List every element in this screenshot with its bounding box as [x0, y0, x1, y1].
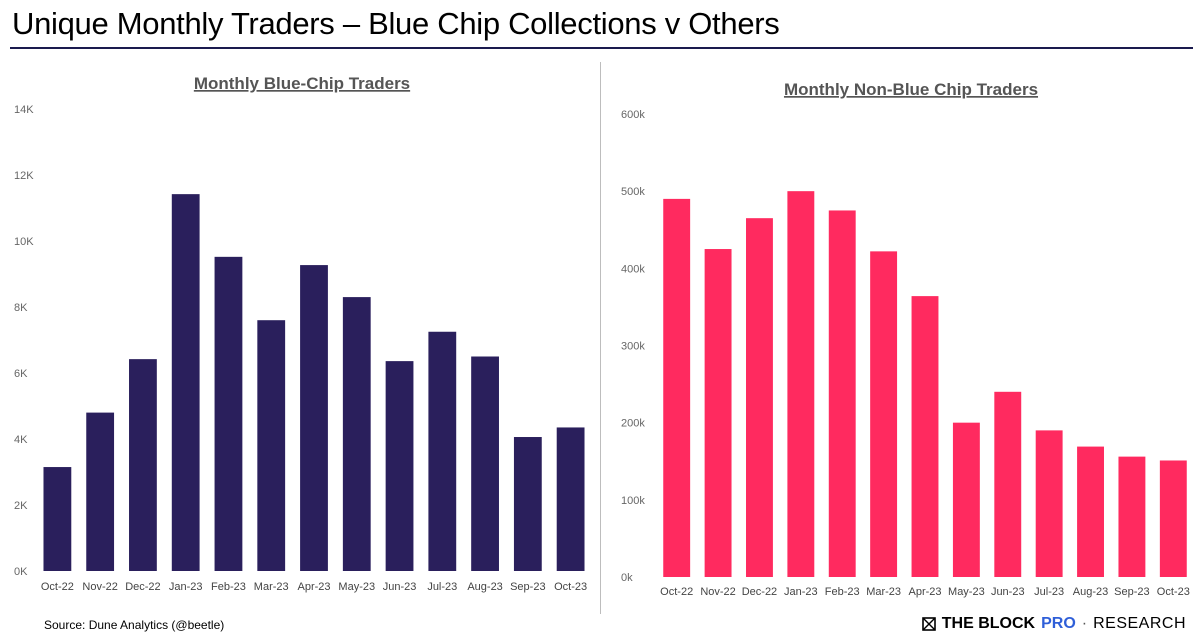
chart-title-blue-chip: Monthly Blue-Chip Traders [194, 74, 410, 93]
bar-feb-23 [828, 210, 856, 578]
x-tick-label: Apr-23 [297, 581, 330, 593]
y-tick-label: 300k [621, 341, 645, 353]
x-tick-label: Dec-22 [125, 581, 160, 593]
chart-title-non-blue-chip: Monthly Non-Blue Chip Traders [784, 80, 1038, 99]
source-note: Source: Dune Analytics (@beetle) [44, 618, 225, 632]
bar-dec-22 [746, 218, 773, 578]
y-tick-label: 600k [621, 109, 645, 121]
chart-divider [600, 62, 601, 614]
y-tick-label: 8K [14, 302, 28, 314]
y-tick-label: 200k [621, 418, 645, 430]
x-tick-label: Oct-22 [41, 581, 74, 593]
y-tick-label: 0K [14, 566, 28, 578]
bar-apr-23 [911, 296, 939, 577]
x-tick-label: Dec-22 [742, 586, 777, 598]
y-tick-label: 500k [621, 186, 645, 198]
x-tick-label: Nov-22 [82, 581, 117, 593]
y-tick-label: 2K [14, 500, 28, 512]
bar-may-23 [952, 422, 980, 577]
bar-jan-23 [787, 191, 815, 577]
x-tick-label: Jun-23 [991, 586, 1025, 598]
x-tick-label: Nov-22 [700, 586, 735, 598]
bar-sep-23 [513, 437, 542, 571]
bar-mar-23 [870, 251, 898, 577]
bar-jun-23 [994, 391, 1022, 577]
x-tick-label: Sep-23 [1114, 586, 1149, 598]
x-tick-label: Oct-23 [554, 581, 587, 593]
bar-dec-22 [129, 359, 157, 571]
x-tick-label: Feb-23 [211, 581, 246, 593]
title-rule [10, 47, 1193, 49]
x-tick-label: Oct-23 [1157, 586, 1190, 598]
y-tick-label: 14K [14, 104, 34, 116]
brand-research: RESEARCH [1093, 615, 1186, 632]
y-tick-label: 12K [14, 170, 34, 182]
x-tick-label: Mar-23 [254, 581, 289, 593]
y-tick-label: 10K [14, 236, 34, 248]
bar-jul-23 [428, 331, 457, 571]
y-tick-label: 100k [621, 495, 645, 507]
x-tick-label: Aug-23 [1073, 586, 1108, 598]
x-tick-label: Jul-23 [427, 581, 457, 593]
y-tick-label: 0k [621, 572, 633, 584]
x-tick-label: Feb-23 [825, 586, 860, 598]
bar-aug-23 [1077, 446, 1104, 577]
bar-oct-23 [1159, 460, 1187, 577]
brand-name: THE BLOCK [941, 615, 1036, 632]
bar-oct-23 [556, 427, 585, 571]
blue-chip-chart: Monthly Blue-Chip Traders 0K 2K 4K 6K 8K 10K 1… [14, 74, 587, 593]
the-block-logo-icon [921, 617, 936, 631]
x-tick-label: Sep-23 [510, 581, 545, 593]
bar-nov-22 [86, 412, 115, 571]
bar-oct-22 [663, 198, 691, 577]
x-tick-label: Jul-23 [1034, 586, 1064, 598]
bar-jun-23 [385, 361, 414, 571]
x-tick-label: Oct-22 [660, 586, 693, 598]
non-blue-chip-chart: Monthly Non-Blue Chip Traders 0k 100k 200k… [621, 80, 1190, 598]
bar-aug-23 [471, 356, 499, 571]
page-title: Unique Monthly Traders – Blue Chip Colle… [12, 6, 780, 41]
bar-oct-22 [43, 467, 72, 571]
x-tick-label: Jan-23 [784, 586, 818, 598]
x-tick-label: May-23 [948, 586, 985, 598]
bar-mar-23 [257, 320, 286, 571]
x-tick-label: Apr-23 [908, 586, 941, 598]
bar-sep-23 [1118, 456, 1146, 577]
y-tick-label: 6K [14, 368, 28, 380]
x-tick-label: Aug-23 [467, 581, 502, 593]
brand-separator: · [1081, 615, 1088, 632]
y-tick-label: 400k [621, 263, 645, 275]
x-tick-label: Jun-23 [383, 581, 417, 593]
x-tick-label: Jan-23 [169, 581, 203, 593]
x-tick-label: May-23 [338, 581, 375, 593]
bar-may-23 [342, 297, 371, 571]
brand-pro: PRO [1041, 615, 1076, 632]
brand-logo: THE BLOCK PRO · RESEARCH [921, 615, 1186, 633]
bar-jan-23 [171, 194, 200, 571]
bar-nov-22 [704, 249, 732, 577]
x-tick-label: Mar-23 [866, 586, 901, 598]
y-tick-label: 4K [14, 434, 28, 446]
bar-apr-23 [300, 265, 328, 571]
bar-jul-23 [1035, 430, 1063, 577]
bar-feb-23 [214, 256, 243, 571]
